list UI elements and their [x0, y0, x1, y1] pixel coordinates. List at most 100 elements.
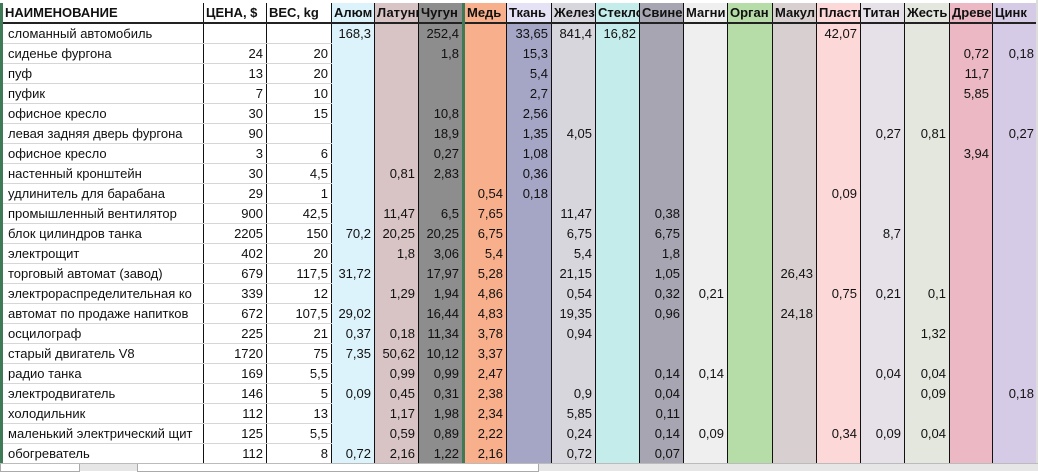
value-cell[interactable]: 0,36: [506, 163, 552, 184]
value-cell[interactable]: [816, 243, 861, 264]
value-cell[interactable]: [992, 323, 1038, 344]
value-cell[interactable]: 146: [203, 383, 267, 404]
value-cell[interactable]: [772, 183, 817, 204]
value-cell[interactable]: 33,65: [506, 23, 552, 44]
value-cell[interactable]: 0,1: [904, 283, 950, 304]
value-cell[interactable]: [727, 383, 773, 404]
value-cell[interactable]: [860, 383, 905, 404]
value-cell[interactable]: 24,18: [772, 303, 817, 324]
value-cell[interactable]: [860, 63, 905, 84]
value-cell[interactable]: 0,38: [639, 203, 684, 224]
value-cell[interactable]: 0,34: [816, 423, 861, 444]
value-cell[interactable]: [506, 263, 552, 284]
value-cell[interactable]: [506, 423, 552, 444]
value-cell[interactable]: [816, 63, 861, 84]
value-cell[interactable]: 1,8: [374, 243, 419, 264]
value-cell[interactable]: 0,27: [860, 123, 905, 144]
column-header[interactable]: Алюм: [331, 3, 375, 24]
value-cell[interactable]: 5: [266, 383, 332, 404]
value-cell[interactable]: 2,16: [374, 443, 419, 464]
value-cell[interactable]: [331, 403, 375, 424]
value-cell[interactable]: [949, 383, 993, 404]
value-cell[interactable]: [331, 123, 375, 144]
item-name-cell[interactable]: пуф: [0, 63, 204, 84]
value-cell[interactable]: [331, 423, 375, 444]
value-cell[interactable]: 0,18: [992, 43, 1038, 64]
value-cell[interactable]: [639, 183, 684, 204]
value-cell[interactable]: 0,11: [639, 403, 684, 424]
value-cell[interactable]: 11,34: [418, 323, 465, 344]
value-cell[interactable]: 21: [266, 323, 332, 344]
value-cell[interactable]: [595, 43, 640, 64]
value-cell[interactable]: 3,37: [463, 343, 507, 364]
item-name-cell[interactable]: маленький электрический щит: [0, 423, 204, 444]
value-cell[interactable]: [331, 43, 375, 64]
value-cell[interactable]: 4,05: [551, 123, 596, 144]
value-cell[interactable]: [949, 183, 993, 204]
value-cell[interactable]: 5,85: [551, 403, 596, 424]
value-cell[interactable]: [727, 43, 773, 64]
value-cell[interactable]: [816, 223, 861, 244]
value-cell[interactable]: [949, 263, 993, 284]
value-cell[interactable]: 2,22: [463, 423, 507, 444]
value-cell[interactable]: [992, 423, 1038, 444]
value-cell[interactable]: [331, 363, 375, 384]
value-cell[interactable]: [374, 263, 419, 284]
value-cell[interactable]: [860, 83, 905, 104]
value-cell[interactable]: 5,28: [463, 263, 507, 284]
value-cell[interactable]: [904, 303, 950, 324]
value-cell[interactable]: 1,98: [418, 403, 465, 424]
value-cell[interactable]: 125: [203, 423, 267, 444]
value-cell[interactable]: 2,7: [506, 83, 552, 104]
value-cell[interactable]: [639, 343, 684, 364]
value-cell[interactable]: 150: [266, 223, 332, 244]
value-cell[interactable]: [683, 383, 728, 404]
value-cell[interactable]: 20: [266, 243, 332, 264]
value-cell[interactable]: 0,99: [418, 363, 465, 384]
value-cell[interactable]: [595, 243, 640, 264]
value-cell[interactable]: [816, 343, 861, 364]
value-cell[interactable]: [639, 123, 684, 144]
column-header[interactable]: Древе: [949, 3, 993, 24]
value-cell[interactable]: 0,27: [992, 123, 1038, 144]
value-cell[interactable]: [639, 63, 684, 84]
value-cell[interactable]: [992, 443, 1038, 464]
value-cell[interactable]: [904, 163, 950, 184]
value-cell[interactable]: [992, 223, 1038, 244]
value-cell[interactable]: [506, 283, 552, 304]
value-cell[interactable]: [860, 323, 905, 344]
value-cell[interactable]: [860, 303, 905, 324]
value-cell[interactable]: [683, 303, 728, 324]
value-cell[interactable]: [374, 103, 419, 124]
value-cell[interactable]: [772, 403, 817, 424]
value-cell[interactable]: [992, 283, 1038, 304]
value-cell[interactable]: 30: [203, 103, 267, 124]
value-cell[interactable]: [992, 403, 1038, 424]
value-cell[interactable]: 0,09: [904, 383, 950, 404]
value-cell[interactable]: [595, 163, 640, 184]
value-cell[interactable]: [683, 123, 728, 144]
value-cell[interactable]: 0,09: [331, 383, 375, 404]
value-cell[interactable]: [331, 143, 375, 164]
value-cell[interactable]: 18,9: [418, 123, 465, 144]
value-cell[interactable]: [463, 103, 507, 124]
value-cell[interactable]: [639, 323, 684, 344]
value-cell[interactable]: 2,38: [463, 383, 507, 404]
value-cell[interactable]: 19,35: [551, 303, 596, 324]
value-cell[interactable]: [816, 403, 861, 424]
value-cell[interactable]: [992, 143, 1038, 164]
value-cell[interactable]: [331, 83, 375, 104]
value-cell[interactable]: [772, 43, 817, 64]
value-cell[interactable]: 10: [266, 83, 332, 104]
value-cell[interactable]: [772, 323, 817, 344]
value-cell[interactable]: [772, 163, 817, 184]
value-cell[interactable]: [331, 163, 375, 184]
value-cell[interactable]: 2,16: [463, 443, 507, 464]
value-cell[interactable]: [595, 403, 640, 424]
value-cell[interactable]: [463, 143, 507, 164]
value-cell[interactable]: 0,27: [418, 143, 465, 164]
item-name-cell[interactable]: холодильник: [0, 403, 204, 424]
value-cell[interactable]: [463, 83, 507, 104]
value-cell[interactable]: 2205: [203, 223, 267, 244]
column-header[interactable]: Стекло: [595, 3, 640, 24]
